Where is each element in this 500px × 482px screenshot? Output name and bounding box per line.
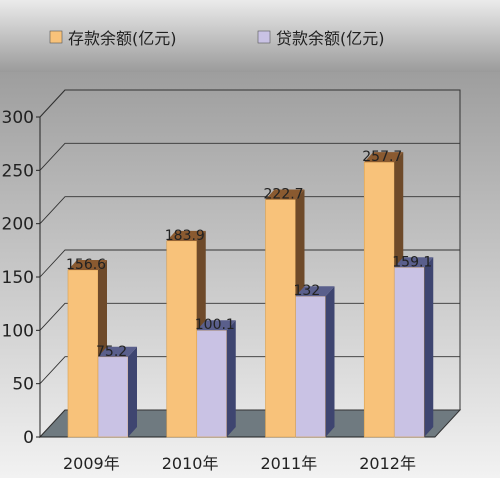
bar-front — [265, 199, 296, 438]
y-tick-label: 300 — [2, 108, 34, 128]
x-tick-label: 2009年 — [63, 454, 120, 473]
data-label-2-3: 132 — [294, 283, 321, 299]
gridline — [39, 249, 460, 278]
bar-front — [393, 266, 425, 438]
data-label-1-4: 257.7 — [362, 149, 402, 165]
bar-top — [265, 189, 305, 200]
bar-front — [67, 269, 99, 438]
bar-front — [295, 295, 326, 438]
data-label-1-2: 183.9 — [165, 228, 205, 244]
x-axis: 2009年 2010年 2011年 2012年 — [63, 454, 416, 473]
data-label-2-4: 159.1 — [392, 254, 432, 270]
bar-top — [166, 230, 206, 241]
x-tick-label: 2011年 — [261, 454, 318, 473]
legend-swatch-2 — [257, 30, 271, 44]
bar-front — [196, 329, 228, 438]
y-tick-label: 200 — [2, 215, 34, 235]
data-label-2-1: 75.2 — [96, 344, 127, 360]
bar-side — [325, 286, 335, 437]
data-label-1-1: 156.6 — [66, 257, 106, 273]
x-tick-label: 2010年 — [162, 454, 219, 473]
bar-2-4 — [393, 257, 434, 438]
gridline — [39, 196, 460, 224]
bar-top — [295, 286, 335, 297]
legend: 存款余额(亿元) 贷款余额(亿元) — [49, 29, 385, 48]
bar-front — [363, 161, 395, 438]
bar-2-2 — [196, 320, 236, 438]
y-axis: 0 50 100 150 200 250 300 — [2, 108, 40, 448]
bar-side — [424, 257, 434, 437]
bar-side — [128, 346, 137, 437]
y-tick-label: 150 — [2, 268, 34, 288]
data-label-2-2: 100.1 — [195, 317, 235, 333]
bars — [67, 152, 434, 438]
bar-top — [68, 259, 107, 270]
data-label-1-3: 222.7 — [264, 186, 304, 202]
x-tick-label: 2012年 — [359, 454, 416, 473]
legend-swatch-1 — [49, 30, 63, 44]
gridline — [39, 89, 460, 118]
bar-2-3 — [295, 286, 335, 438]
bar-top — [196, 320, 236, 331]
bar-top — [364, 152, 404, 163]
y-tick-label: 100 — [2, 321, 34, 341]
bar-2-1 — [97, 346, 137, 438]
y-tick-label: 50 — [12, 375, 34, 395]
gridline — [39, 142, 460, 171]
legend-label-1: 存款余额(亿元) — [68, 29, 177, 48]
bar-front — [97, 356, 129, 438]
bar-front — [166, 240, 198, 438]
y-tick-label: 0 — [23, 428, 34, 448]
legend-background — [0, 0, 500, 72]
bar-top — [98, 346, 137, 357]
legend-label-2: 贷款余额(亿元) — [276, 29, 385, 48]
bar-1-1 — [67, 259, 107, 438]
data-labels: 156.6 75.2 183.9 100.1 222.7 132 257.7 159.1 — [66, 149, 432, 360]
bar-side — [226, 320, 236, 437]
bar-top — [394, 257, 434, 268]
y-tick-label: 250 — [2, 161, 34, 181]
